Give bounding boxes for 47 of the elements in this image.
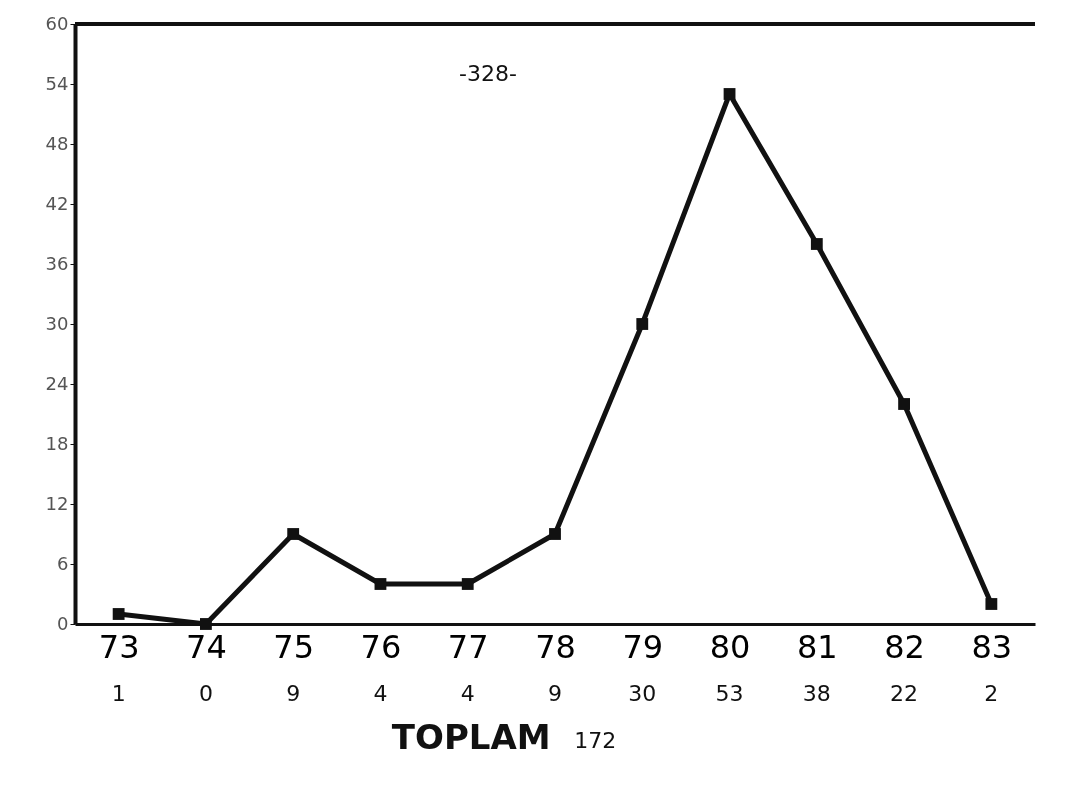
y-tick-label: 6 <box>57 552 69 574</box>
point <box>199 618 212 630</box>
data-label: 22 <box>890 681 919 706</box>
x-tick-label: 80 <box>709 627 751 666</box>
x-tick-label: 81 <box>796 627 838 666</box>
point <box>287 528 300 540</box>
data-label: 9 <box>286 681 301 706</box>
x-tick-label: 83 <box>971 627 1013 666</box>
x-tick-label: 82 <box>884 627 925 666</box>
text: TOPLAM <box>391 717 551 757</box>
data-label: 53 <box>715 681 744 706</box>
x-tick-label: 77 <box>447 627 489 666</box>
data-label: 38 <box>802 681 831 706</box>
x-tick-label: 79 <box>622 627 664 666</box>
y-tick-label: 60 <box>45 12 69 34</box>
y-tick-label: 0 <box>57 612 69 634</box>
data-label: 1 <box>111 681 126 706</box>
data-label: 30 <box>628 681 657 706</box>
point <box>461 578 474 590</box>
point <box>810 238 823 250</box>
y-tick-label: 54 <box>45 72 69 94</box>
data-label: 9 <box>548 681 562 706</box>
y-tick-label: 24 <box>45 372 69 394</box>
y-tick-label: 48 <box>45 132 69 154</box>
point <box>898 398 911 410</box>
data-label: 0 <box>198 681 213 706</box>
data-label: 2 <box>984 681 999 706</box>
x-tick-label: 75 <box>273 627 315 666</box>
annotation: -328- <box>459 61 517 86</box>
point <box>374 578 387 590</box>
x-tick-label: 74 <box>186 627 227 666</box>
x-tick-label: 76 <box>360 627 402 666</box>
y-tick-label: 12 <box>45 492 69 514</box>
x-tick-label: 78 <box>535 627 576 666</box>
x-tick-label: 73 <box>98 627 140 666</box>
point <box>723 88 736 100</box>
text: 172 <box>574 728 617 753</box>
y-tick-label: 30 <box>45 312 69 334</box>
point <box>112 608 125 620</box>
data-label: 4 <box>373 681 388 706</box>
point <box>985 598 998 610</box>
y-tick-label: 18 <box>45 432 69 454</box>
point <box>636 318 649 330</box>
point <box>549 528 561 540</box>
y-tick-label: 42 <box>45 192 69 214</box>
data-label: 4 <box>460 681 475 706</box>
y-tick-label: 36 <box>45 252 69 274</box>
